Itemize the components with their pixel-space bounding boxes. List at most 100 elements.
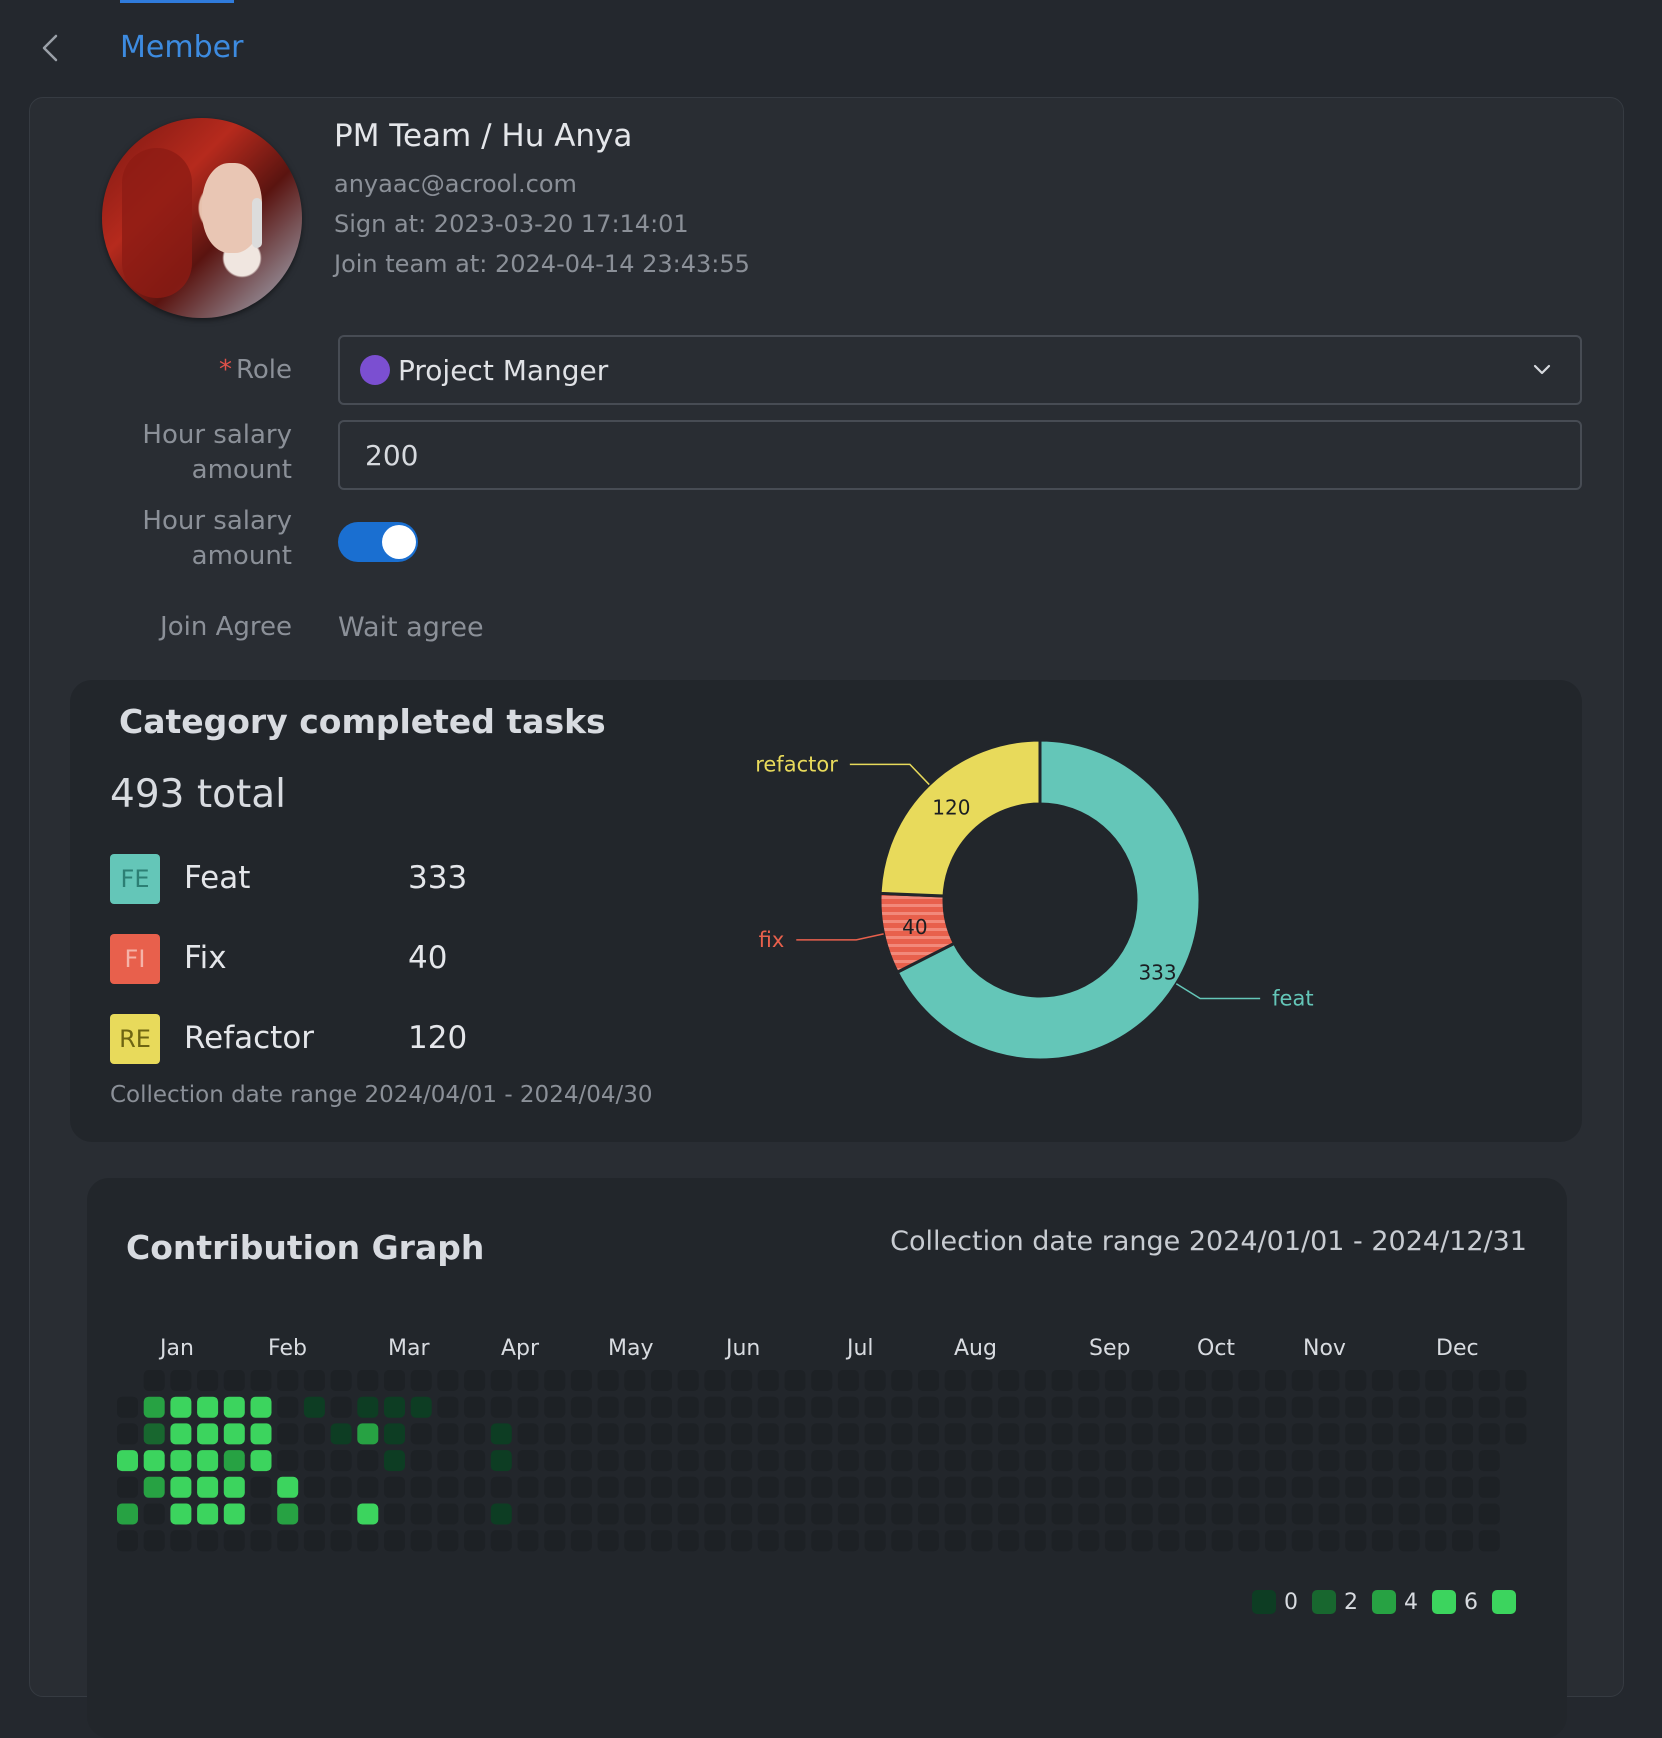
contribution-cell (330, 1396, 352, 1418)
contribution-cell (1505, 1370, 1527, 1391)
contribution-cell (544, 1423, 566, 1445)
contribution-cell (197, 1503, 219, 1525)
contribution-cell (1478, 1396, 1500, 1418)
contribution-cell (1478, 1423, 1500, 1445)
hour-salary-input[interactable] (338, 420, 1582, 490)
donut-value-label: 333 (1138, 960, 1176, 984)
contribution-cell (357, 1396, 379, 1418)
contribution-cell (1478, 1503, 1500, 1525)
contribution-cell (811, 1530, 833, 1552)
contribution-cell (1291, 1476, 1313, 1498)
contribution-cell (303, 1450, 325, 1472)
contribution-cell (1211, 1450, 1233, 1472)
contribution-cell (117, 1530, 138, 1552)
hour-salary-label: Hour salary amount (142, 420, 292, 485)
contribution-cell (1291, 1370, 1313, 1391)
contribution-cell (677, 1370, 699, 1391)
category-name: Fix (184, 940, 227, 976)
contribution-cell (437, 1450, 459, 1472)
contribution-cell (1185, 1530, 1206, 1552)
contribution-cell (410, 1530, 432, 1552)
contribution-cell (143, 1476, 165, 1498)
category-value: 40 (408, 940, 448, 976)
contribution-cell (757, 1503, 779, 1525)
contribution-cell (1051, 1503, 1073, 1525)
contribution-cell (864, 1423, 886, 1445)
contribution-cell (1345, 1423, 1367, 1445)
contribution-cell (1024, 1423, 1046, 1445)
role-select-value: Project Manger (398, 353, 609, 387)
contribution-cell (704, 1476, 726, 1498)
contribution-cell (1024, 1396, 1046, 1418)
contribution-cell (704, 1530, 726, 1552)
contribution-cell (1345, 1503, 1367, 1525)
contribution-cell (731, 1423, 753, 1445)
contribution-cell (944, 1423, 966, 1445)
join-agree-value: Wait agree (338, 612, 484, 643)
contribution-cell (117, 1476, 138, 1498)
contribution-cell (784, 1503, 806, 1525)
legend-label: 6 (1464, 1590, 1478, 1615)
contribution-cell (330, 1370, 352, 1391)
contribution-cell (170, 1370, 192, 1391)
contribution-cell (731, 1370, 753, 1391)
contribution-cell (971, 1530, 993, 1552)
contribution-cell (784, 1370, 806, 1391)
feat-badge: FE (110, 854, 160, 904)
contribution-cell (704, 1370, 726, 1391)
contribution-cell (1051, 1423, 1073, 1445)
contribution-cell (944, 1450, 966, 1472)
contribution-cell (1452, 1476, 1473, 1498)
contribution-cell (384, 1503, 405, 1525)
contribution-cell (837, 1370, 859, 1391)
contribution-cell (1505, 1396, 1527, 1418)
contribution-cell (170, 1396, 192, 1418)
contribution-cell (143, 1423, 165, 1445)
contribution-cell (651, 1503, 672, 1525)
contribution-cell (277, 1503, 299, 1525)
role-select[interactable]: Project Manger (338, 335, 1582, 405)
contribution-cell (1265, 1450, 1287, 1472)
hour-salary-toggle[interactable] (338, 522, 418, 562)
contribution-cell (998, 1370, 1020, 1391)
contribution-cell (197, 1476, 219, 1498)
contribution-cell (143, 1370, 165, 1391)
month-label: Apr (501, 1336, 540, 1361)
contribution-cell (1078, 1370, 1100, 1391)
contribution-date-range: Collection date range 2024/01/01 - 2024/… (890, 1226, 1527, 1257)
contribution-cell (1505, 1423, 1527, 1445)
contribution-cell (1185, 1396, 1206, 1418)
contribution-cell (330, 1423, 352, 1445)
contribution-cell (357, 1423, 379, 1445)
contribution-cell (277, 1450, 299, 1472)
contribution-cell (677, 1503, 699, 1525)
required-star: * (218, 355, 232, 385)
contribution-cell (1078, 1530, 1100, 1552)
contribution-cell (303, 1503, 325, 1525)
contribution-cell (998, 1450, 1020, 1472)
contribution-cell (677, 1450, 699, 1472)
back-button[interactable] (38, 30, 66, 66)
contribution-cell (811, 1423, 833, 1445)
contribution-cell (437, 1503, 459, 1525)
contribution-cell (1131, 1423, 1153, 1445)
contribution-cell (918, 1530, 939, 1552)
legend-swatch (1492, 1590, 1516, 1614)
contribution-cell (1452, 1450, 1473, 1472)
month-label: Oct (1197, 1336, 1236, 1361)
contribution-cell (384, 1396, 405, 1418)
contribution-cell (597, 1503, 619, 1525)
contribution-cell (1425, 1503, 1447, 1525)
contribution-cell (651, 1450, 672, 1472)
contribution-cell (223, 1530, 245, 1552)
contribution-cell (784, 1423, 806, 1445)
contribution-cell (1291, 1450, 1313, 1472)
contribution-cell (357, 1530, 379, 1552)
member-panel: PM Team / Hu Anya anyaac@acrool.com Sign… (29, 97, 1624, 1738)
category-value: 333 (408, 860, 468, 896)
contribution-cell (651, 1370, 672, 1391)
contribution-cell (918, 1476, 939, 1498)
contribution-cell (651, 1423, 672, 1445)
contribution-cell (410, 1370, 432, 1391)
contribution-cell (1425, 1476, 1447, 1498)
